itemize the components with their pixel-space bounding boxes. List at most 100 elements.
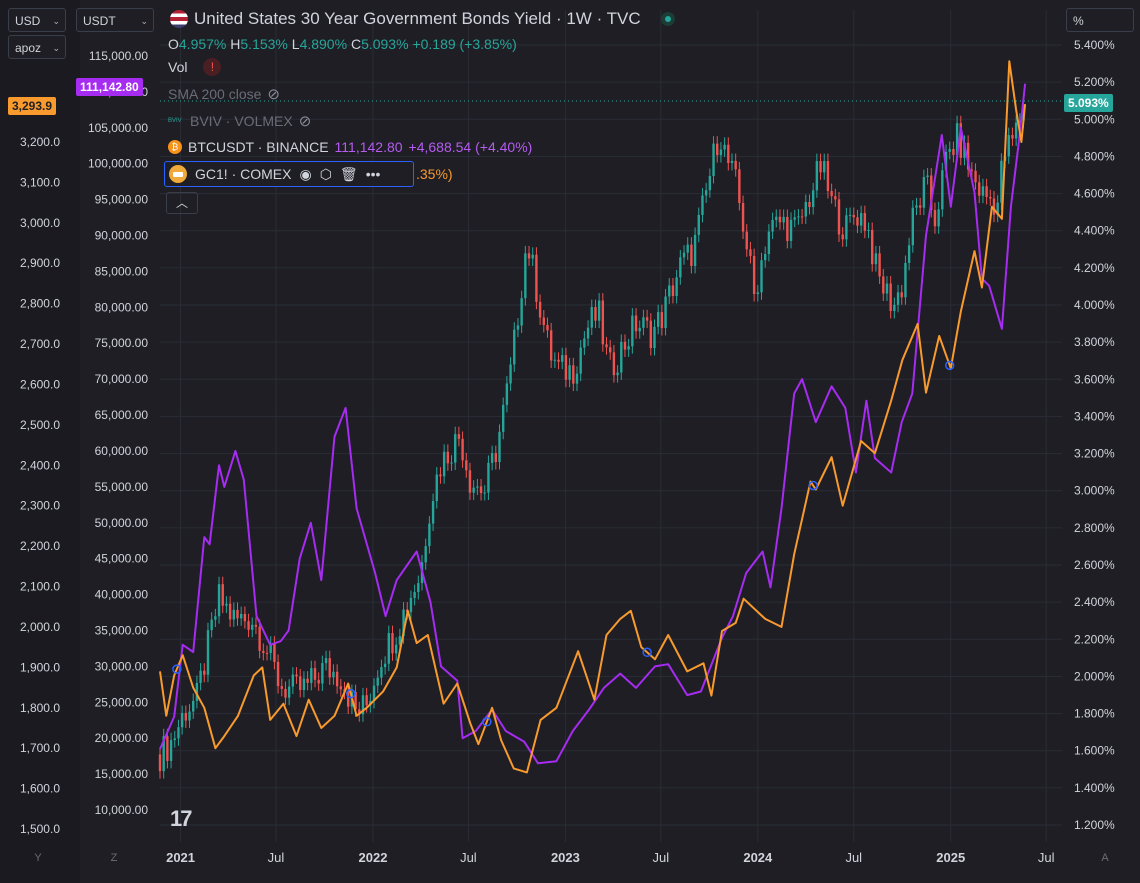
yield-candle-body xyxy=(354,691,357,710)
gc-legend-row[interactable]: GC1! · COMEX ◉ ⬡ 🗑 ••• xyxy=(164,161,414,187)
yield-tick-label: 3.800% xyxy=(1074,335,1115,349)
yield-candle-body xyxy=(793,217,796,220)
yield-candle-body xyxy=(922,177,926,208)
btc-tick-label: 70,000.00 xyxy=(95,372,149,386)
gc-label: GC1! · COMEX xyxy=(195,166,292,182)
yield-candle-body xyxy=(210,619,213,631)
yield-candle-body xyxy=(324,658,328,664)
time-tick-label: 2025 xyxy=(936,850,965,865)
eye-icon[interactable]: ◉ xyxy=(299,165,312,182)
yield-tick-label: 2.800% xyxy=(1074,521,1115,535)
yield-candle-body xyxy=(583,338,586,348)
chevron-up-icon: ︿ xyxy=(175,196,188,210)
yield-candle-body xyxy=(933,210,937,227)
yield-candle-body xyxy=(483,492,486,494)
yield-candle-body xyxy=(719,149,723,156)
btc-tick-label: 15,000.00 xyxy=(95,767,149,781)
market-status-icon[interactable] xyxy=(660,12,675,26)
yield-candle-body xyxy=(712,143,715,176)
yield-candle-body xyxy=(911,207,915,246)
btc-tick-label: 40,000.00 xyxy=(95,588,149,602)
yield-candle-body xyxy=(590,307,593,328)
yield-candle-body xyxy=(752,256,756,295)
yield-candle-body xyxy=(561,355,564,362)
corner-label-left[interactable]: Y xyxy=(34,852,42,864)
yield-candle-body xyxy=(446,451,450,464)
yield-candle-body xyxy=(970,169,974,171)
ohlc-row: O4.957% H5.153% L4.890% C5.093% +0.189 (… xyxy=(168,36,517,52)
yield-candle-body xyxy=(734,160,737,170)
corner-label-mid[interactable]: Z xyxy=(111,852,118,864)
yield-candle-body xyxy=(852,214,855,218)
left-currency-select[interactable]: USD ⌄ xyxy=(8,8,66,32)
left-scale-select[interactable]: apoz ⌄ xyxy=(8,35,66,59)
yield-candle-body xyxy=(465,460,468,471)
trash-icon[interactable]: 🗑 xyxy=(339,165,358,182)
yield-candle-body xyxy=(856,217,859,226)
yield-candle-body xyxy=(789,219,793,241)
yield-candle-body xyxy=(524,253,527,299)
gold-tick-label: 2,200.0 xyxy=(20,539,60,553)
yield-candle-body xyxy=(811,190,815,208)
gold-tick-label: 2,400.0 xyxy=(20,458,60,472)
corner-label-right[interactable]: A xyxy=(1101,852,1109,864)
vol-legend-row[interactable]: Vol ! xyxy=(168,58,222,76)
yield-candle-body xyxy=(649,320,653,349)
yield-candle-body xyxy=(332,671,335,678)
yield-candle-body xyxy=(417,583,420,593)
btc-tick-label: 90,000.00 xyxy=(95,229,149,243)
btc-price-axis[interactable]: 10,000.00 15,000.00 20,000.00 25,000.00 30,0… xyxy=(88,49,148,817)
yield-candle-body xyxy=(616,372,619,376)
sma-legend-row[interactable]: SMA 200 close ⊘ xyxy=(168,85,280,103)
yield-tick-label: 4.200% xyxy=(1074,261,1115,275)
eye-hidden-icon[interactable]: ⊘ xyxy=(298,113,312,130)
yield-candle-body xyxy=(413,592,416,598)
eye-hidden-icon[interactable]: ⊘ xyxy=(267,86,280,103)
yield-tick-label: 2.400% xyxy=(1074,595,1115,609)
btc-tick-label: 85,000.00 xyxy=(95,264,149,278)
yield-candle-body xyxy=(575,373,579,384)
time-axis[interactable]: 2021 Jul 2022 Jul 2023 Jul 2024 Jul 2025 Jul xyxy=(166,850,1055,865)
bviv-legend-row[interactable]: BVIV BVIV · VOLMEX ⊘ xyxy=(168,112,311,130)
yield-candle-body xyxy=(402,609,405,637)
yield-candle-body xyxy=(708,175,712,191)
yield-candle-body xyxy=(609,347,612,353)
collapse-legend-button[interactable]: ︿ xyxy=(166,192,198,214)
btc-tick-label: 25,000.00 xyxy=(95,695,149,709)
warning-icon[interactable]: ! xyxy=(203,58,222,76)
yield-candle-body xyxy=(620,341,623,373)
gold-price-axis[interactable]: 1,500.0 1,600.0 1,700.0 1,800.0 1,900.0 2,000… xyxy=(20,135,60,836)
yield-candle-body xyxy=(472,487,475,493)
mid-currency-select[interactable]: USDT ⌄ xyxy=(76,8,154,32)
yield-tick-label: 5.400% xyxy=(1074,38,1115,52)
yield-candle-body xyxy=(568,365,571,380)
yield-candle-body xyxy=(819,161,822,173)
yield-candle-body xyxy=(516,325,520,330)
yield-candle-body xyxy=(247,621,250,630)
bitcoin-icon: ₿ xyxy=(168,140,182,154)
yield-tick-label: 4.000% xyxy=(1074,298,1115,312)
btc-legend-row[interactable]: ₿ BTCUSDT · BINANCE 111,142.80 +4,688.54… xyxy=(168,139,532,155)
chevron-down-icon: ⌄ xyxy=(52,16,60,26)
right-unit-select[interactable]: % xyxy=(1066,8,1134,32)
symbol-title-row[interactable]: United States 30 Year Government Bonds Y… xyxy=(170,9,675,29)
bviv-label: BVIV · VOLMEX xyxy=(190,113,293,129)
yield-candle-body xyxy=(966,142,970,170)
time-tick-label: Jul xyxy=(268,850,285,865)
more-icon[interactable]: ••• xyxy=(365,166,381,182)
yield-price-axis[interactable]: 1.200% 1.400% 1.600% 1.800% 2.000% 2.200% 2.40… xyxy=(1074,38,1115,832)
yield-candle-body xyxy=(668,285,671,297)
yield-candle-body xyxy=(173,738,176,741)
yield-candle-body xyxy=(428,523,431,547)
yield-candle-body xyxy=(217,584,221,617)
tradingview-logo[interactable]: 17 xyxy=(170,806,193,831)
yield-candle-body xyxy=(236,609,239,619)
gold-axis-panel xyxy=(0,0,80,883)
yield-candle-body xyxy=(675,277,678,296)
open-label: O xyxy=(168,36,179,52)
yield-candle-body xyxy=(258,626,261,651)
yield-candle-body xyxy=(361,695,365,715)
settings-icon[interactable]: ⬡ xyxy=(319,165,332,182)
yield-candle-body xyxy=(690,244,693,266)
